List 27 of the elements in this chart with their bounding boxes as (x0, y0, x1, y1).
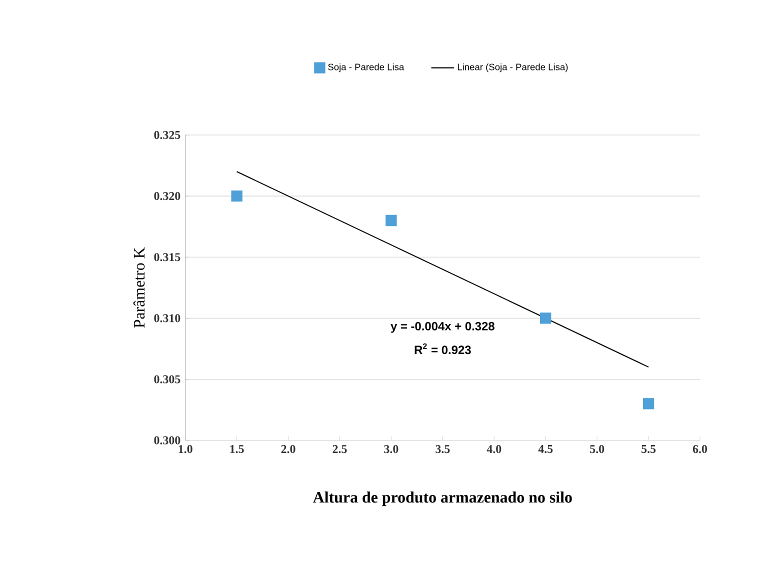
legend-label: Linear (Soja - Parede Lisa) (458, 63, 568, 72)
annotation: R$^{2}$ = 0.923 (414, 343, 471, 354)
x-tick-label: 3.0 (384, 445, 398, 454)
point (231, 190, 242, 202)
x-tick-label: 6.0 (692, 445, 708, 454)
x-tick-label: 4.0 (486, 445, 502, 454)
x-tick-label: 2.0 (281, 445, 296, 454)
x-tick-label: 1.5 (230, 445, 244, 454)
point (386, 214, 397, 226)
x-tick-label: 3.5 (436, 445, 450, 454)
y-tick-label: 0.320 (154, 192, 180, 200)
annotation: y = -0.004x + 0.328 (390, 322, 494, 333)
y-tick-label: 0.325 (154, 130, 180, 140)
y-tick-label: 0.305 (154, 375, 180, 384)
x-tick-label: 1.0 (178, 445, 192, 454)
point (540, 312, 552, 324)
y-axis-title: Parâmetro K (133, 247, 145, 328)
x-tick-label: 5.5 (642, 445, 656, 454)
point (642, 398, 654, 410)
y-tick-label: 0.300 (154, 436, 180, 444)
y-tick-label: 0.310 (154, 314, 180, 322)
x-tick-label: 2.5 (332, 445, 347, 454)
legend-label: Soja - Parede Lisa (328, 63, 404, 72)
y-tick-label: 0.315 (154, 253, 180, 262)
x-tick-label: 5.0 (590, 445, 604, 454)
x-axis-title: Altura de produto armazenado no silo (312, 491, 572, 506)
x-tick-label: 4.5 (538, 445, 553, 454)
